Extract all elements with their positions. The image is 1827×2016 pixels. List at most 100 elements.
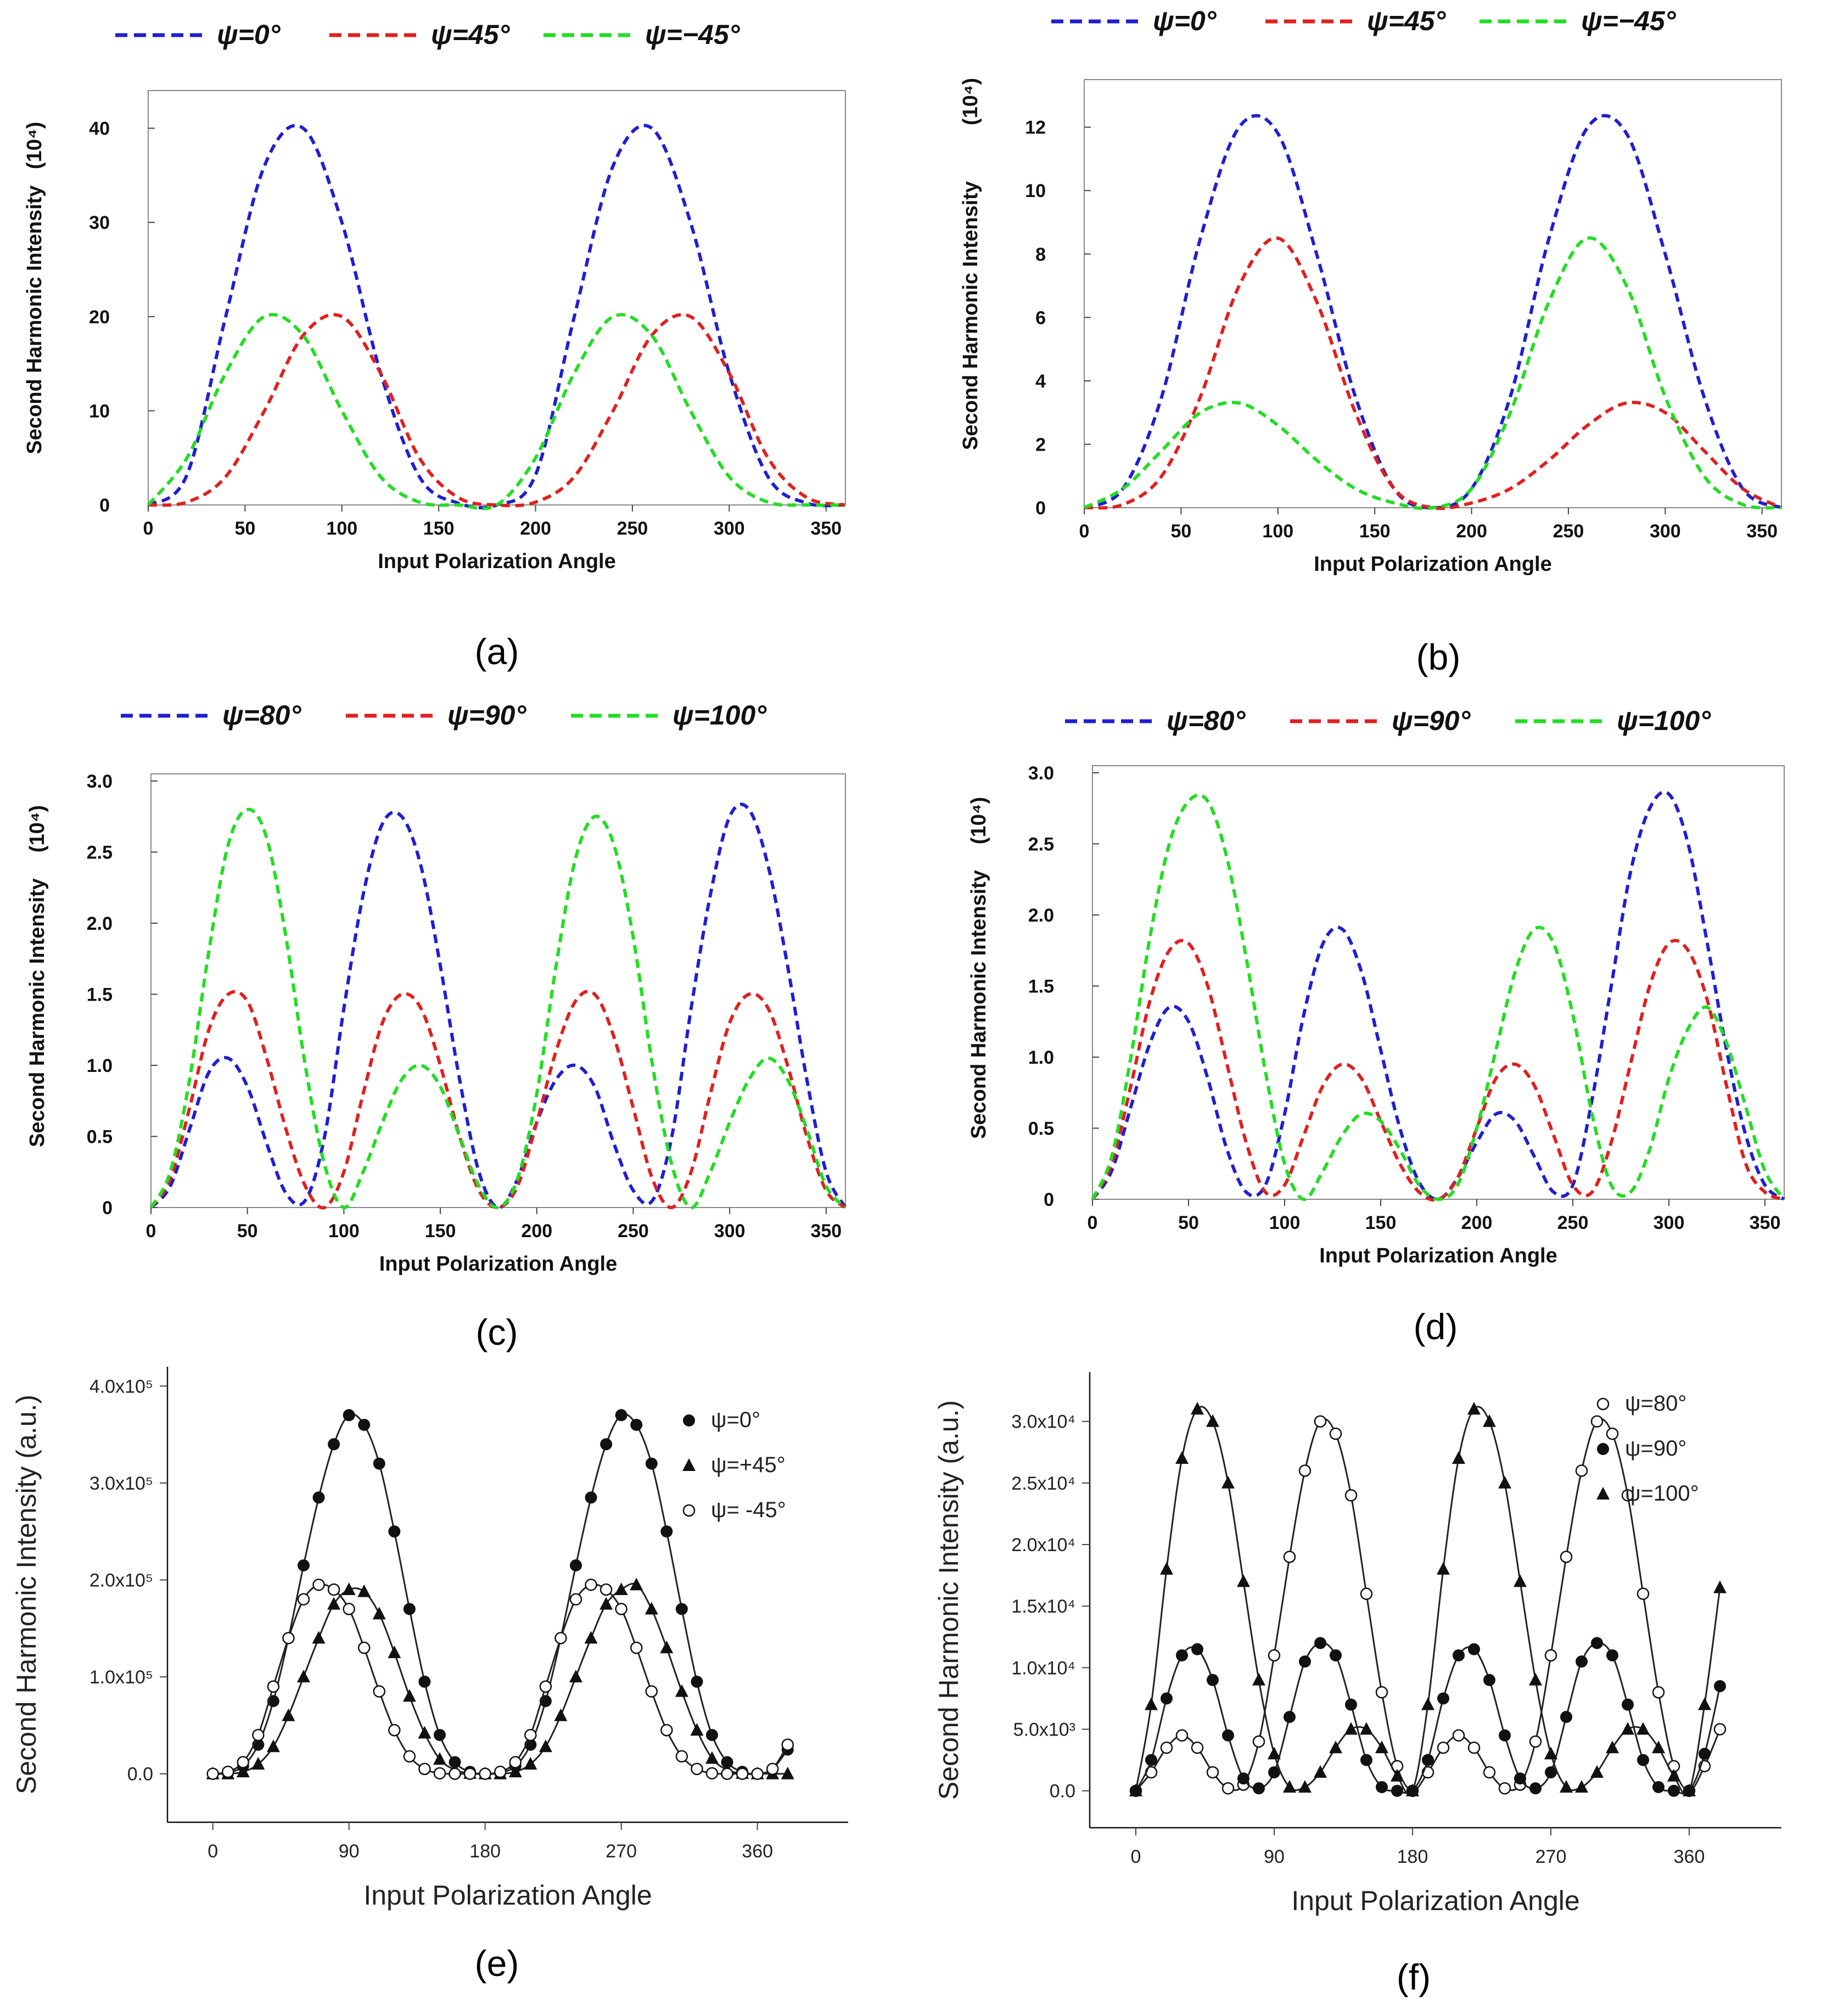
series-3 — [1129, 1402, 1727, 1796]
data-point — [1637, 1587, 1650, 1601]
chart-b: 0 50 100 150 200 250 300 350 0 2 4 6 8 10 12 Input Pola… — [959, 5, 1783, 677]
legend-label: ψ=−45° — [645, 19, 741, 50]
data-point — [1452, 1729, 1465, 1742]
x-tick-label: 180 — [469, 1841, 501, 1862]
data-point — [357, 1641, 371, 1654]
data-point — [328, 1438, 340, 1451]
data-point — [524, 1757, 537, 1770]
data-point — [1453, 1649, 1465, 1661]
y-tick-label: 1.0x10⁴ — [1011, 1658, 1075, 1678]
data-point — [1590, 1415, 1604, 1428]
data-point — [508, 1765, 522, 1778]
plot-frame — [1092, 765, 1785, 1200]
fit-curve — [1135, 1642, 1721, 1795]
data-point — [721, 1756, 733, 1768]
x-axis-label: Input Polarization Angle — [1314, 553, 1551, 576]
series-1 — [206, 1409, 794, 1780]
x-tick-label: 50 — [1178, 1212, 1199, 1233]
legend-label: ψ=100° — [672, 700, 767, 731]
legend-marker — [682, 1458, 696, 1471]
y-axis-unit: (10⁴) — [967, 797, 990, 844]
legend-label: ψ=80° — [1167, 705, 1246, 736]
panel-caption: (f) — [1397, 1957, 1431, 1997]
panel-caption: (e) — [475, 1943, 519, 1984]
data-point — [781, 1766, 794, 1779]
data-point — [600, 1438, 613, 1451]
y-tick-label: 20 — [89, 307, 110, 328]
y-axis-unit: (10⁴) — [23, 122, 46, 169]
data-point — [1221, 1782, 1235, 1795]
data-point — [236, 1765, 250, 1778]
x-tick-label: 300 — [1654, 1212, 1685, 1233]
data-point — [1637, 1754, 1649, 1766]
x-tick-label: 50 — [1170, 521, 1191, 542]
x-tick-label: 0 — [208, 1841, 218, 1862]
data-point — [599, 1597, 613, 1610]
x-tick-label: 100 — [328, 1221, 360, 1242]
data-point — [402, 1689, 416, 1702]
data-point — [1514, 1772, 1526, 1785]
data-point — [1129, 1783, 1142, 1796]
series-2 — [1091, 939, 1785, 1202]
x-tick-label: 0 — [1131, 1846, 1141, 1867]
y-tick-label: 3.0 — [87, 771, 113, 792]
data-point — [1207, 1674, 1219, 1686]
data-point — [1298, 1464, 1312, 1477]
data-point — [403, 1750, 416, 1763]
data-point — [1683, 1783, 1696, 1796]
data-point — [1298, 1779, 1312, 1793]
y-tick-label: 2.0x10⁴ — [1011, 1535, 1075, 1555]
fit-curve — [212, 1413, 788, 1775]
x-tick-label: 250 — [617, 518, 648, 539]
x-tick-label: 350 — [1750, 1212, 1781, 1233]
panel-caption: (d) — [1414, 1306, 1458, 1347]
data-point — [403, 1603, 416, 1615]
data-point — [781, 1738, 794, 1751]
data-point — [282, 1708, 295, 1721]
data-point — [630, 1577, 643, 1591]
data-point — [1191, 1402, 1204, 1415]
x-tick-label: 360 — [742, 1841, 773, 1862]
y-tick-label: 1.5 — [87, 984, 113, 1005]
data-point — [1529, 1782, 1542, 1795]
data-point — [1206, 1766, 1219, 1779]
panel-caption: (a) — [475, 631, 519, 672]
chart-e: 0 90 180 270 360 0.0 1.0x10⁵ 2.0x10⁵ 3.0x10⁵ 4.0x… — [11, 1367, 848, 1984]
x-tick-label: 0 — [1088, 1212, 1098, 1233]
data-point — [1391, 1768, 1404, 1782]
data-point — [705, 1751, 719, 1764]
data-point — [327, 1597, 341, 1610]
series-line — [148, 313, 846, 508]
x-tick-label: 90 — [339, 1841, 360, 1862]
y-tick-label: 40 — [89, 119, 110, 139]
chart-d: 0 50 100 150 200 250 300 350 0 0.5 1.0 1.5 2.0 2.5 3.0… — [967, 705, 1786, 1347]
chart-f: 0 90 180 270 360 0.0 5.0x10³ 1.0x10⁴ 1.5x10⁴ 2.0x… — [933, 1372, 1781, 1997]
x-tick-label: 150 — [1359, 521, 1391, 542]
x-tick-label: 150 — [1365, 1212, 1397, 1233]
series-line — [149, 807, 847, 1210]
x-tick-label: 50 — [237, 1221, 258, 1242]
x-tick-label: 250 — [1557, 1212, 1589, 1233]
data-point — [675, 1603, 688, 1615]
data-point — [1391, 1784, 1403, 1797]
data-point — [736, 1767, 749, 1780]
y-tick-label: 2.5 — [1028, 834, 1054, 855]
series-2 — [149, 990, 847, 1210]
data-point — [721, 1767, 733, 1780]
y-tick-label: 3.0 — [1028, 763, 1054, 784]
data-point — [509, 1756, 522, 1768]
data-point — [1622, 1698, 1634, 1711]
data-point — [1560, 1711, 1572, 1723]
series-3 — [206, 1579, 794, 1780]
data-point — [1375, 1740, 1388, 1754]
y-tick-label: 2.5 — [87, 842, 113, 863]
data-point — [1452, 1451, 1465, 1464]
y-tick-label: 3.0x10⁵ — [89, 1473, 153, 1494]
data-point — [1498, 1475, 1511, 1489]
data-point — [252, 1728, 265, 1742]
data-point — [358, 1418, 371, 1431]
series-line — [1091, 939, 1785, 1202]
legend-marker — [1596, 1397, 1610, 1411]
data-point — [312, 1491, 325, 1504]
data-point — [297, 1593, 310, 1606]
